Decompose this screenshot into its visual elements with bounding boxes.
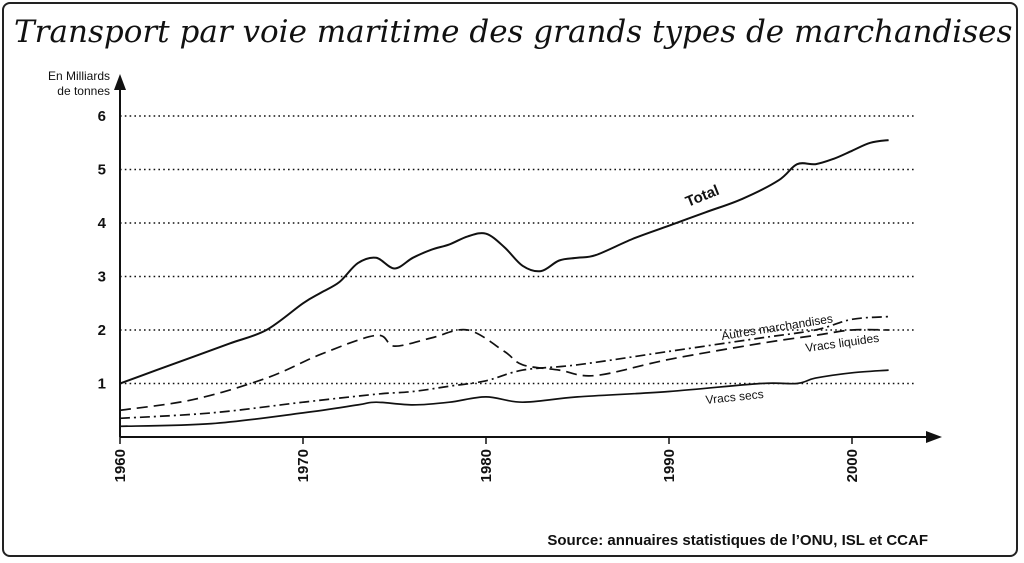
x-tick-label-1960: 1960	[112, 449, 129, 482]
y-tick-label-2: 2	[98, 322, 106, 339]
x-tick-label-1990: 1990	[661, 449, 678, 482]
y-tick-labels: 1 2 3 4 5 6	[98, 108, 107, 393]
x-tick-label-1980: 1980	[478, 449, 495, 482]
x-tick-labels: 1960 1970 1980 1990 2000	[112, 437, 861, 482]
source-text: Source: annuaires statistiques de l’ONU,…	[547, 532, 928, 549]
y-tick-label-1: 1	[98, 376, 106, 393]
chart-title: Transport par voie maritime des grands t…	[14, 14, 1012, 50]
grid-lines	[120, 115, 915, 385]
series-label-total: Total	[683, 182, 722, 211]
chart-frame	[2, 2, 1018, 557]
series-line-vracs-liquides	[119, 328, 889, 412]
x-tick-label-2000: 2000	[844, 449, 861, 482]
axes	[114, 74, 942, 443]
y-tick-label-5: 5	[98, 162, 106, 179]
x-tick-label-1970: 1970	[295, 449, 312, 482]
x-axis-arrow	[926, 431, 942, 443]
series-line-autres-marchandises	[119, 315, 889, 420]
y-tick-label-3: 3	[98, 269, 106, 286]
y-tick-label-4: 4	[98, 215, 107, 232]
series-label-autres-marchandises: Autres marchandises	[720, 312, 834, 343]
series-line-total	[119, 139, 889, 385]
series-label-vracs-liquides: Vracs liquides	[804, 331, 879, 355]
series-line-vracs-secs	[119, 369, 889, 428]
y-axis-arrow	[114, 74, 126, 90]
y-tick-label-6: 6	[98, 108, 106, 125]
series-lines	[119, 139, 889, 428]
y-axis-label-line-1: En Milliards	[48, 69, 110, 83]
series-label-vracs-secs: Vracs secs	[705, 387, 764, 407]
y-axis-label-line-2: de tonnes	[57, 84, 110, 98]
